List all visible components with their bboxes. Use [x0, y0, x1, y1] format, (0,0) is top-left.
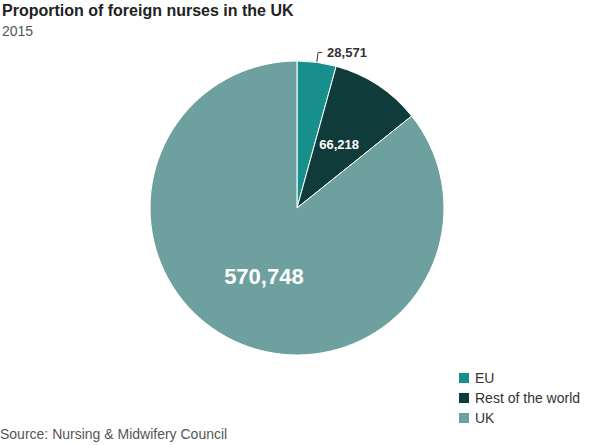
svg-text:Rest of the world: Rest of the world: [475, 390, 580, 406]
svg-text:570,748: 570,748: [224, 264, 304, 289]
svg-text:2015: 2015: [2, 23, 33, 39]
svg-text:Proportion of foreign nurses i: Proportion of foreign nurses in the UK: [2, 2, 294, 19]
svg-text:66,218: 66,218: [319, 137, 359, 152]
svg-text:EU: EU: [475, 370, 494, 386]
svg-text:28,571: 28,571: [327, 45, 367, 60]
svg-text:UK: UK: [475, 410, 495, 426]
svg-text:Source: Nursing & Midwifery Co: Source: Nursing & Midwifery Council: [0, 426, 227, 442]
